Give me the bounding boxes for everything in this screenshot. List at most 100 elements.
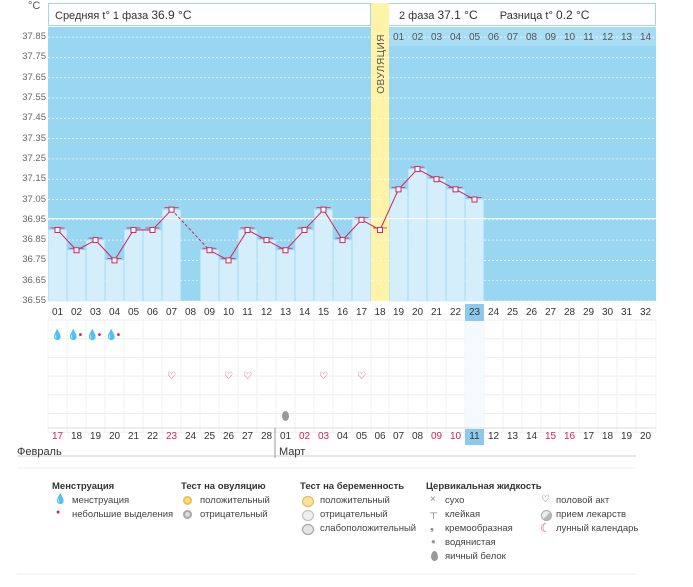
heart-icon: ♡ xyxy=(243,371,252,382)
temperature-bar xyxy=(352,219,371,302)
cycle-day-label[interactable]: 27 xyxy=(544,307,557,318)
temperature-point xyxy=(433,176,440,183)
cycle-day-label[interactable]: 31 xyxy=(620,307,633,318)
phase2-summary: 2 фаза 37.1 °C Разница t° 0.2 °C xyxy=(370,3,656,26)
cycle-day-label[interactable]: 12 xyxy=(260,307,273,318)
date-label: 11 xyxy=(465,429,484,445)
date-label: 12 xyxy=(487,431,500,442)
date-label: 21 xyxy=(127,431,140,442)
y-tick-label: 36.95 xyxy=(22,213,46,225)
date-label: 15 xyxy=(544,431,557,442)
month-february: Февраль xyxy=(17,446,62,458)
pill-icon xyxy=(541,510,552,521)
temperature-point xyxy=(263,237,270,244)
temperature-point xyxy=(358,216,365,223)
temperature-line xyxy=(152,209,172,231)
temperature-point xyxy=(244,226,251,233)
temperature-bar xyxy=(200,250,219,302)
menstruation-icon: 💧 xyxy=(51,328,63,341)
y-tick-label: 36.65 xyxy=(22,274,46,286)
cycle-day-label[interactable]: 19 xyxy=(392,307,405,318)
cycle-day-label[interactable]: 15 xyxy=(317,307,330,318)
date-label: 28 xyxy=(260,431,273,442)
pregtest-positive-icon xyxy=(302,496,314,507)
phase2-day-label: 03 xyxy=(430,32,443,43)
cycle-day-label[interactable]: 23 xyxy=(465,304,484,321)
phase2-day-label: 14 xyxy=(639,32,652,43)
temperature-bar xyxy=(48,229,67,302)
dry-icon: × xyxy=(430,494,436,505)
cycle-day-label[interactable]: 01 xyxy=(51,307,64,318)
legend-item: водянистая xyxy=(445,537,496,548)
date-label: 02 xyxy=(298,431,311,442)
unit-label: °C xyxy=(28,0,41,12)
cycle-day-label[interactable]: 10 xyxy=(222,307,235,318)
cycle-day-label[interactable]: 20 xyxy=(411,307,424,318)
y-tick-label: 37.85 xyxy=(22,31,46,43)
cycle-day-label[interactable]: 30 xyxy=(601,307,614,318)
phase2-day-label: 10 xyxy=(563,32,576,43)
date-label: 10 xyxy=(449,431,462,442)
y-tick-label: 36.55 xyxy=(22,295,46,306)
date-label: 09 xyxy=(430,431,443,442)
cycle-day-label[interactable]: 03 xyxy=(89,307,102,318)
diff-label: Разница t° xyxy=(499,10,553,22)
cycle-day-label[interactable]: 17 xyxy=(355,307,368,318)
phase2-day-label: 12 xyxy=(601,32,614,43)
phase1-value: 36.9 °C xyxy=(151,8,192,22)
legend-item: прием лекарств xyxy=(556,509,627,520)
temperature-line xyxy=(398,168,418,190)
cycle-day-label[interactable]: 02 xyxy=(70,307,83,318)
temperature-point xyxy=(206,247,213,254)
cycle-day-label[interactable]: 16 xyxy=(336,307,349,318)
cycle-day-label[interactable]: 05 xyxy=(127,307,140,318)
cycle-day-label[interactable]: 28 xyxy=(563,307,576,318)
legend-item: положительный xyxy=(320,495,390,506)
cycle-day-label[interactable]: 26 xyxy=(525,307,538,318)
date-label: 06 xyxy=(374,431,386,442)
legend-item: отрицательный xyxy=(320,509,388,520)
y-tick-label: 37.55 xyxy=(22,92,46,104)
temperature-bar xyxy=(295,229,314,302)
phase2-header-strip xyxy=(389,27,656,46)
cycle-day-label[interactable]: 29 xyxy=(582,307,595,318)
cycle-day-label[interactable]: 25 xyxy=(506,307,519,318)
phase2-day-label: 02 xyxy=(411,32,424,43)
date-label: 27 xyxy=(241,431,254,442)
y-tick-label: 37.65 xyxy=(22,71,46,83)
cycle-day-label[interactable]: 14 xyxy=(298,307,311,318)
cycle-day-label[interactable]: 21 xyxy=(430,307,443,318)
phase2-label: 2 фаза xyxy=(399,10,435,22)
cycle-day-label[interactable]: 32 xyxy=(639,307,652,318)
legend-ovtest-title: Тест на овуляцию xyxy=(181,481,266,492)
cycle-day-label[interactable]: 22 xyxy=(449,307,462,318)
cycle-day-label[interactable]: 07 xyxy=(165,307,178,318)
temperature-bar xyxy=(86,239,105,302)
cycle-day-label[interactable]: 13 xyxy=(279,307,292,318)
temperature-bar xyxy=(333,239,352,302)
date-label: 16 xyxy=(563,431,576,442)
heart-icon: ♡ xyxy=(167,371,176,382)
temperature-bar xyxy=(389,189,408,302)
cycle-day-label[interactable]: 18 xyxy=(374,307,386,318)
temperature-point xyxy=(130,226,137,233)
heart-icon: ♡ xyxy=(357,371,366,382)
date-label: 05 xyxy=(355,431,368,442)
cycle-day-label[interactable]: 24 xyxy=(487,307,500,318)
temperature-point xyxy=(301,226,308,233)
temperature-bar xyxy=(465,199,484,302)
cycle-day-label[interactable]: 06 xyxy=(146,307,159,318)
cycle-day-label[interactable]: 04 xyxy=(108,307,121,318)
cycle-day-label[interactable]: 11 xyxy=(242,307,253,318)
small-drop-icon: • xyxy=(78,330,84,341)
temperature-line xyxy=(379,189,399,231)
menstruation-icon: 💧 xyxy=(67,328,79,341)
small-drop-icon: ● xyxy=(56,509,61,516)
ovulation-label: ОВУЛЯЦИЯ xyxy=(376,34,387,94)
temperature-line xyxy=(114,229,134,261)
temperature-line xyxy=(285,229,305,251)
phase1-summary: Средняя t° 1 фаза 36.9 °C xyxy=(48,3,371,26)
cycle-day-label[interactable]: 08 xyxy=(184,307,197,318)
cycle-day-label[interactable]: 09 xyxy=(203,307,216,318)
temperature-line xyxy=(171,209,210,251)
